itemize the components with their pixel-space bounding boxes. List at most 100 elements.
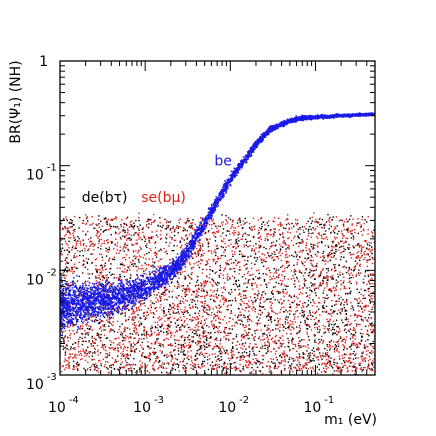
data-point-se — [280, 223, 282, 225]
data-point-se — [283, 369, 286, 371]
data-point-se — [323, 355, 325, 358]
data-point-se — [223, 238, 225, 240]
data-point-se — [159, 258, 161, 260]
data-point-se — [271, 257, 273, 259]
data-point-se — [202, 254, 204, 257]
data-point-se — [99, 233, 102, 235]
data-point-se — [131, 220, 133, 222]
data-point-se — [163, 294, 165, 297]
data-point-se — [206, 352, 208, 355]
data-point-de — [311, 359, 313, 362]
data-point-se — [327, 245, 329, 247]
data-point-de — [84, 280, 87, 283]
data-point-de — [262, 265, 265, 267]
data-point-se — [305, 346, 307, 348]
data-point-se — [162, 292, 164, 294]
data-point-se — [125, 223, 127, 225]
data-point-de — [345, 313, 347, 315]
data-point-se — [120, 226, 123, 228]
data-point-se — [107, 241, 109, 244]
data-point-se — [173, 317, 175, 319]
data-point-de — [199, 345, 201, 347]
data-point-se — [85, 233, 87, 235]
data-point-se — [303, 312, 305, 314]
data-point-se — [339, 370, 341, 373]
data-point-se — [182, 287, 185, 290]
data-point-de — [179, 300, 182, 302]
data-point-se — [142, 352, 144, 354]
data-point-se — [262, 296, 265, 299]
data-point-de — [158, 361, 160, 363]
data-point-se — [158, 366, 160, 369]
data-point-se — [343, 280, 345, 282]
data-point-se — [231, 250, 233, 252]
data-point-de — [298, 353, 300, 355]
data-point-se — [147, 307, 149, 310]
data-point-se — [197, 372, 199, 374]
data-point-se — [186, 331, 188, 333]
data-point-se — [195, 318, 197, 321]
data-point-se — [117, 320, 119, 323]
data-point-se — [338, 328, 341, 330]
data-point-de — [151, 302, 154, 304]
data-point-de — [161, 351, 163, 353]
data-point-se — [205, 290, 208, 292]
data-point-de — [88, 328, 91, 331]
data-point-se — [214, 232, 216, 235]
data-point-de — [202, 245, 204, 247]
data-point-de — [281, 283, 283, 285]
data-point-de — [364, 275, 366, 277]
data-point-se — [264, 333, 266, 335]
data-point-de — [101, 256, 104, 258]
data-point-se — [240, 347, 242, 349]
data-point-se — [336, 348, 339, 350]
data-point-se — [214, 300, 216, 303]
data-point-de — [344, 310, 346, 312]
data-point-de — [216, 289, 218, 292]
data-point-se — [342, 224, 345, 226]
data-point-se — [67, 285, 70, 287]
data-point-de — [104, 262, 107, 264]
data-point-de — [244, 316, 246, 318]
data-point-se — [215, 295, 217, 298]
data-point-se — [220, 305, 222, 308]
data-point-se — [295, 306, 297, 308]
data-point-se — [221, 352, 223, 354]
data-point-se — [161, 352, 163, 355]
data-point-de — [127, 248, 129, 251]
data-point-se — [133, 244, 135, 246]
data-point-se — [279, 224, 281, 226]
data-point-de — [183, 340, 186, 342]
data-point-se — [366, 261, 368, 263]
data-point-se — [182, 346, 184, 348]
data-point-se — [208, 220, 211, 222]
data-point-de — [159, 326, 161, 328]
data-point-se — [231, 224, 233, 226]
data-point-se — [335, 245, 337, 248]
data-point-de — [242, 343, 244, 345]
data-point-se — [278, 273, 280, 276]
data-point-de — [221, 214, 223, 216]
data-point-se — [79, 244, 82, 246]
data-point-de — [346, 271, 348, 274]
data-point-de — [92, 345, 94, 347]
data-point-se — [169, 236, 171, 238]
data-point-se — [359, 300, 361, 302]
data-point-se — [249, 245, 251, 247]
data-point-se — [298, 288, 300, 290]
data-point-de — [230, 304, 232, 306]
data-point-de — [322, 304, 324, 307]
data-point-se — [360, 224, 362, 226]
data-point-de — [97, 334, 99, 336]
data-point-se — [172, 310, 174, 312]
data-point-de — [195, 342, 197, 344]
data-point-de — [66, 348, 68, 350]
data-point-se — [328, 328, 331, 330]
data-point-se — [215, 315, 217, 317]
data-point-de — [319, 352, 321, 354]
data-point-se — [239, 269, 242, 271]
data-point-se — [225, 223, 227, 225]
data-point-se — [243, 246, 245, 248]
data-point-se — [230, 312, 233, 314]
data-point-se — [211, 232, 214, 234]
